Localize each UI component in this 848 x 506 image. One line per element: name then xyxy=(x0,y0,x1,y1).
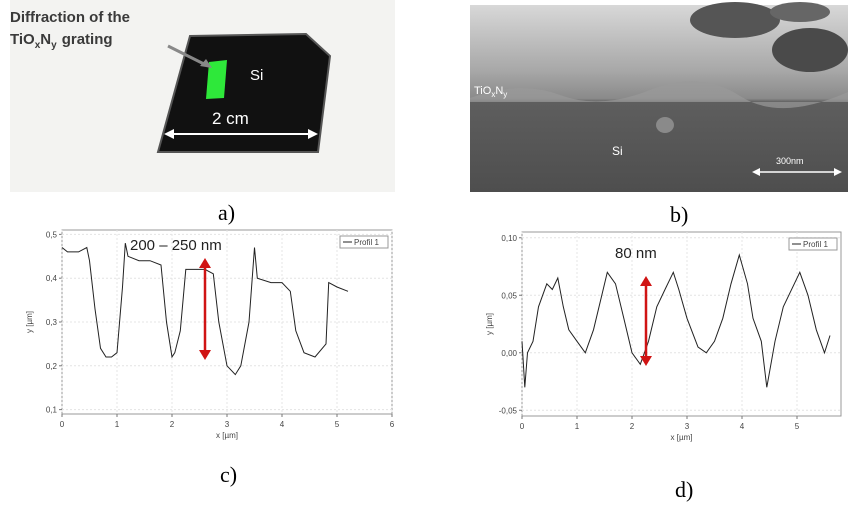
y-tick-label: 0,1 xyxy=(46,406,58,415)
x-tick-label: 2 xyxy=(630,422,635,431)
plot-frame xyxy=(521,231,842,417)
x-axis-label: x [µm] xyxy=(671,433,693,442)
legend-box xyxy=(788,237,838,251)
x-tick-label: 4 xyxy=(740,422,745,431)
annotation: 200 – 250 nm xyxy=(130,237,222,254)
legend-label: Profil 1 xyxy=(803,240,828,249)
y-tick-label: 0,3 xyxy=(46,318,58,327)
x-tick-label: 0 xyxy=(60,420,65,429)
y-tick-label: 0,5 xyxy=(46,230,58,239)
legend-label: Profil 1 xyxy=(354,238,379,247)
profile-line xyxy=(61,242,349,376)
x-tick-label: 5 xyxy=(335,420,340,429)
photo-b: TiOxNy Si 300nm xyxy=(470,2,848,192)
substrate-label: Si xyxy=(612,144,623,158)
caption: a) xyxy=(218,200,235,225)
x-tick-label: 6 xyxy=(390,420,395,429)
y-tick-label: 0,00 xyxy=(501,349,517,358)
x-tick-label: 5 xyxy=(795,422,800,431)
caption: d) xyxy=(675,477,693,502)
x-axis-label: x [µm] xyxy=(216,431,238,440)
y-axis-label: y [µm] xyxy=(25,311,34,333)
photo-label: Diffraction of the xyxy=(10,9,130,26)
caption: c) xyxy=(220,462,237,487)
x-tick-label: 1 xyxy=(575,422,580,431)
y-tick-label: 0,05 xyxy=(501,291,517,300)
x-tick-label: 1 xyxy=(115,420,120,429)
arrow-head xyxy=(640,276,652,286)
arrow-head xyxy=(199,350,211,360)
y-axis-label: y [µm] xyxy=(485,313,494,335)
caption: b) xyxy=(670,202,688,227)
y-tick-label: 0,10 xyxy=(501,234,517,243)
x-tick-label: 3 xyxy=(685,422,690,431)
layer-label: TiOxNy xyxy=(474,85,507,99)
y-tick-label: -0,05 xyxy=(499,406,518,415)
y-tick-label: 0,2 xyxy=(46,362,58,371)
arrow-head xyxy=(640,356,652,366)
scale-label: 300nm xyxy=(776,156,804,166)
scale-label: 2 cm xyxy=(212,109,249,128)
profile-line xyxy=(521,253,831,388)
legend-box xyxy=(339,235,389,249)
x-tick-label: 2 xyxy=(170,420,175,429)
substrate-label: Si xyxy=(250,67,263,84)
annotation: 80 nm xyxy=(615,245,657,262)
x-tick-label: 3 xyxy=(225,420,230,429)
x-tick-label: 4 xyxy=(280,420,285,429)
photo-a: Diffraction of the TiOxNy grating Si 2 cm xyxy=(10,0,395,192)
y-tick-label: 0,4 xyxy=(46,274,58,283)
x-tick-label: 0 xyxy=(520,422,525,431)
arrow-head xyxy=(199,258,211,268)
photo-label: TiOxNy grating xyxy=(10,31,113,51)
